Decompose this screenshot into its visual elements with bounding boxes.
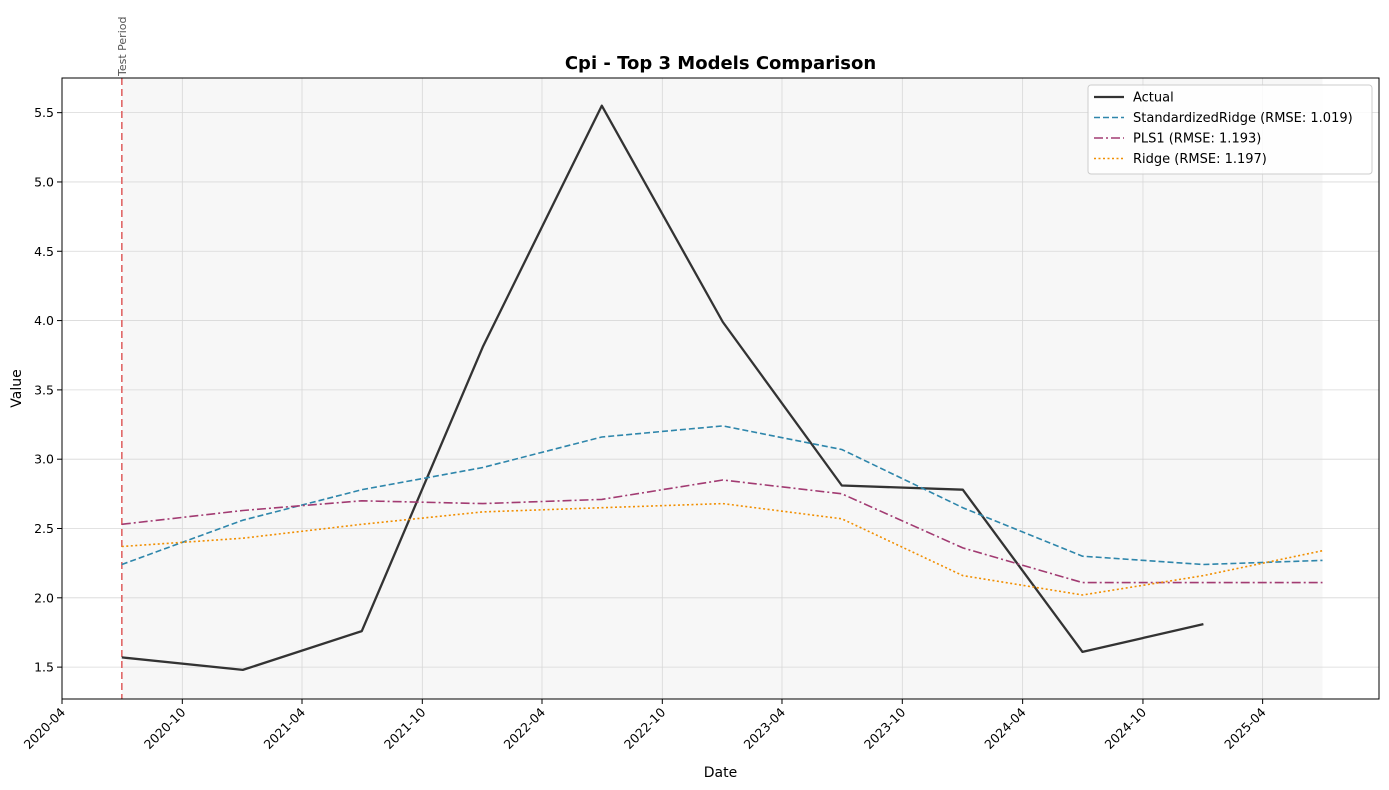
y-tick-label: 3.0 [34,452,54,467]
y-tick-label: 2.0 [34,590,54,605]
series-line-3 [121,502,1323,596]
y-tick-label: 3.5 [34,382,54,397]
legend-entry: Ridge (RMSE: 1.197) [1133,152,1267,167]
series-line-1 [121,425,1323,566]
y-tick-label: 4.0 [34,313,54,328]
plot-area-frame [61,77,1380,700]
grid-lines [61,78,1379,699]
test-period-label: Test Period [116,17,129,77]
x-axis-label: Date [704,765,737,781]
legend-box [1087,84,1373,175]
legend-entry: PLS1 (RMSE: 1.193) [1133,132,1261,147]
legend-entry: StandardizedRidge (RMSE: 1.019) [1133,111,1353,126]
y-tick-label: 1.5 [34,660,54,675]
y-tick-label: 2.5 [34,521,54,536]
legend: Actual StandardizedRidge (RMSE: 1.019) PLS… [1087,84,1373,175]
test-period-shade [121,78,1323,699]
y-tick-label: 4.5 [34,244,54,259]
chart-title: Cpi - Top 3 Models Comparison [565,53,876,74]
y-tick-label: 5.0 [34,174,54,189]
y-tick-label: 5.5 [34,105,54,120]
legend-entry: Actual [1133,91,1174,106]
y-axis-label: Value [9,369,25,407]
series-lines [121,104,1323,672]
series-line-0 [121,104,1204,672]
series-line-2 [121,479,1323,584]
y-axis: 1.5 2.0 2.5 3.0 3.5 4.0 4.5 5.0 5.5 [34,105,62,675]
